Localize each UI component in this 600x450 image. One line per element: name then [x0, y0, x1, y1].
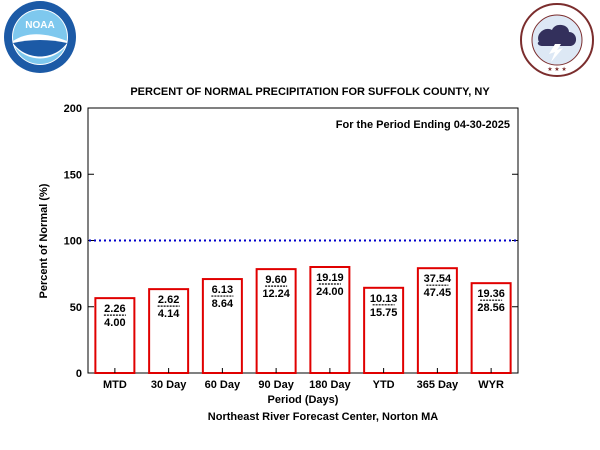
x-tick-label: 30 Day	[151, 379, 187, 391]
observed-label: 37.54	[424, 273, 452, 285]
y-axis-label: Percent of Normal (%)	[38, 183, 50, 298]
x-tick-label: WYR	[478, 379, 504, 391]
x-tick-label: YTD	[373, 379, 395, 391]
normal-label: 47.45	[424, 287, 452, 299]
plot-frame	[87, 107, 519, 374]
observed-label: 2.62	[158, 294, 179, 306]
y-tick-label: 50	[70, 302, 82, 314]
svg-text:★ ★ ★: ★ ★ ★	[547, 66, 566, 73]
observed-label: 19.36	[477, 288, 505, 300]
x-axis-label: Period (Days)	[268, 394, 339, 406]
x-tick-label: 180 Day	[309, 379, 351, 391]
normal-label: 8.64	[212, 298, 234, 310]
observed-label: 6.13	[212, 284, 233, 296]
x-tick-label: 365 Day	[417, 379, 459, 391]
x-tick-label: 90 Day	[258, 379, 294, 391]
y-tick-label: 100	[64, 236, 82, 248]
observed-label: 9.60	[265, 274, 286, 286]
y-tick-label: 0	[76, 368, 82, 380]
normal-label: 15.75	[370, 307, 398, 319]
normal-label: 24.00	[316, 286, 344, 298]
normal-label: 4.00	[104, 317, 125, 329]
x-tick-label: 60 Day	[205, 379, 241, 391]
observed-label: 2.26	[104, 303, 125, 315]
observed-label: 19.19	[316, 272, 344, 284]
normal-label: 4.14	[158, 308, 180, 320]
y-tick-label: 200	[64, 103, 82, 115]
noaa-logo-text: NOAA	[25, 20, 54, 31]
period-annotation: For the Period Ending 04-30-2025	[336, 119, 510, 131]
normal-label: 12.24	[262, 288, 290, 300]
x-tick-label: MTD	[103, 379, 127, 391]
observed-label: 10.13	[370, 293, 398, 305]
noaa-logo: NOAA	[4, 1, 76, 73]
y-tick-label: 150	[64, 169, 82, 181]
chart-title: PERCENT OF NORMAL PRECIPITATION FOR SUFF…	[130, 86, 490, 98]
nws-logo: ★ ★ ★	[520, 3, 594, 77]
normal-label: 28.56	[477, 302, 505, 314]
source-credit: Northeast River Forecast Center, Norton …	[208, 411, 438, 423]
